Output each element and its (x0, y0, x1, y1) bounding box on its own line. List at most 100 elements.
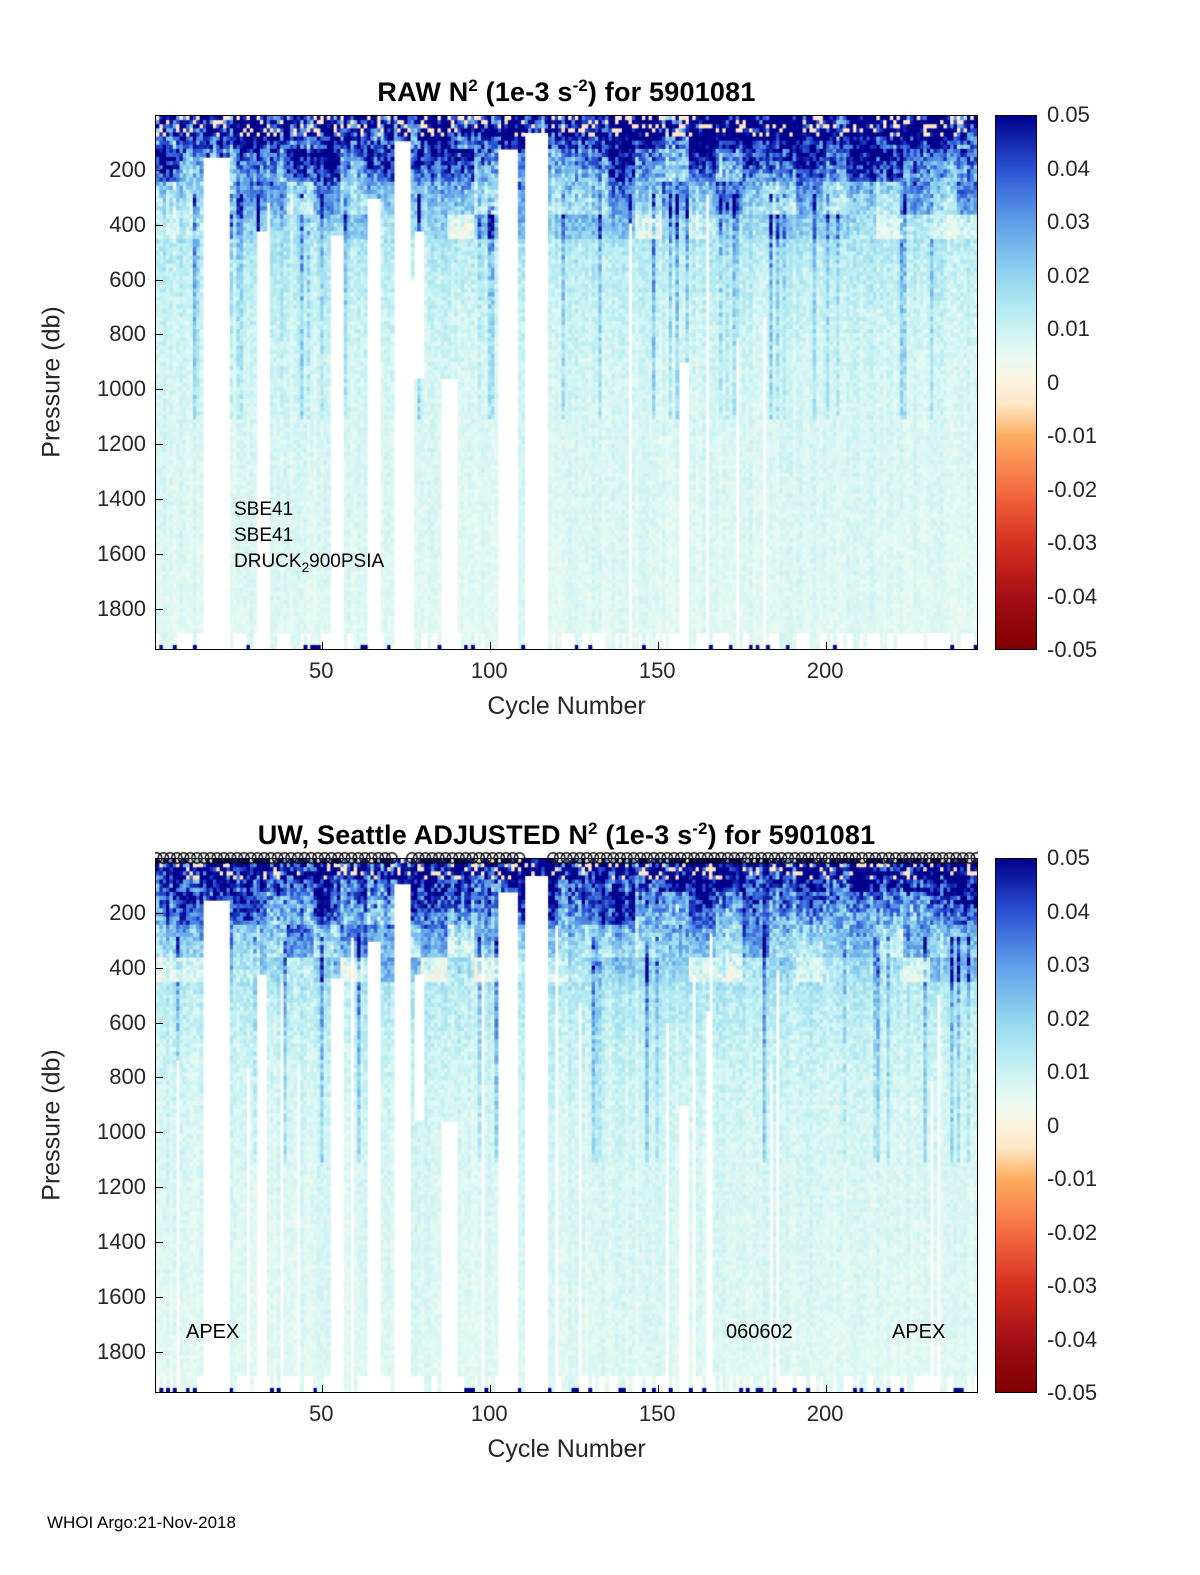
tick-label: 800 (109, 321, 146, 347)
tick-label: 800 (109, 1064, 146, 1090)
annotation-text: DRUCK (234, 551, 302, 572)
tick-label: -0.01 (1047, 1166, 1098, 1191)
tick-label: 1000 (97, 376, 146, 402)
tick-mark (156, 608, 163, 610)
tick-label: 200 (806, 658, 844, 683)
tick-label: -0.05 (1047, 1380, 1098, 1405)
tick-label: 0.02 (1047, 1005, 1090, 1031)
panel-title-adjusted: UW, Seattle ADJUSTED N2 (1e-3 s-2) for 5… (125, 819, 1008, 851)
annotation-sensor-2: SBE41 (234, 525, 294, 546)
tick-label: 1000 (97, 1119, 146, 1145)
heatmap-canvas-raw (156, 116, 977, 649)
tick-label: 600 (109, 266, 146, 292)
tick-label: 200 (109, 899, 146, 925)
annotation-float-type-right: APEX (892, 1321, 946, 1343)
footer-caption: WHOI Argo:21-Nov-2018 (47, 1513, 236, 1532)
tick-label: 100 (470, 658, 508, 683)
title-text: ) for 5901081 (707, 820, 876, 850)
tick-mark (156, 279, 163, 281)
tick-label: -0.02 (1047, 476, 1098, 502)
y-axis-ticks-raw: 200 400 600 800 1000 1200 1400 1600 1800 (58, 115, 146, 650)
title-text: UW, Seattle ADJUSTED N (257, 820, 589, 850)
tick-mark (826, 642, 828, 649)
tick-mark (490, 642, 492, 649)
title-superscript: 2 (468, 76, 478, 95)
panel-title-raw: RAW N2 (1e-3 s-2) for 5901081 (155, 76, 978, 108)
tick-label: 100 (470, 1401, 508, 1426)
tick-mark (826, 1385, 828, 1392)
colorbar-ticks-adjusted: 0.05 0.04 0.03 0.02 0.01 0 -0.01 -0.02 -0.03 -0.0… (1047, 845, 1127, 1405)
x-axis-ticks-raw: 50 100 150 200 (155, 658, 978, 686)
colorbar-adjusted (995, 858, 1037, 1393)
tick-label: 0.04 (1047, 155, 1090, 181)
cycle-markers (155, 849, 978, 867)
tick-label: 1600 (97, 540, 146, 566)
tick-mark (156, 1132, 163, 1134)
title-text: (1e-3 s (597, 820, 693, 850)
tick-mark (156, 444, 163, 446)
title-text: (1e-3 s (477, 77, 573, 107)
tick-mark (156, 389, 163, 391)
tick-label: 0 (1047, 369, 1060, 395)
tick-mark (156, 169, 163, 171)
x-axis-ticks-adjusted: 50 100 150 200 (155, 1401, 978, 1429)
tick-label: 0.04 (1047, 898, 1090, 924)
tick-label: -0.05 (1047, 637, 1098, 662)
tick-mark (156, 1077, 163, 1079)
tick-label: 0.05 (1047, 102, 1090, 127)
tick-label: 1400 (97, 486, 146, 512)
tick-label: 0.01 (1047, 316, 1090, 341)
tick-mark (490, 1385, 492, 1392)
title-superscript: -2 (572, 76, 588, 95)
tick-label: 1800 (97, 1338, 146, 1364)
tick-label: -0.04 (1047, 583, 1098, 609)
tick-label: 1400 (97, 1229, 146, 1255)
colorbar-ticks-raw: 0.05 0.04 0.03 0.02 0.01 0 -0.01 -0.02 -0.03 -0.0… (1047, 102, 1127, 662)
tick-mark (156, 499, 163, 501)
title-superscript: -2 (692, 819, 708, 838)
tick-label: -0.03 (1047, 530, 1098, 555)
tick-label: -0.02 (1047, 1219, 1098, 1245)
tick-mark (156, 967, 163, 969)
tick-label: 1200 (97, 431, 146, 457)
tick-mark (658, 1385, 660, 1392)
title-superscript: 2 (588, 819, 598, 838)
tick-mark (156, 1296, 163, 1298)
tick-label: 1200 (97, 1174, 146, 1200)
tick-label: 150 (638, 658, 676, 683)
tick-label: 0.05 (1047, 845, 1090, 870)
tick-mark (156, 1351, 163, 1353)
tick-label: -0.01 (1047, 423, 1098, 448)
x-axis-title-raw: Cycle Number (487, 692, 646, 720)
heatmap-canvas-adjusted (156, 859, 977, 1392)
tick-label: 0.01 (1047, 1059, 1090, 1084)
tick-label: 200 (109, 156, 146, 182)
tick-label: 1600 (97, 1283, 146, 1309)
tick-mark (156, 1022, 163, 1024)
tick-mark (156, 553, 163, 555)
title-text: ) for 5901081 (587, 77, 756, 107)
tick-label: 1800 (97, 595, 146, 621)
annotation-subscript: 2 (301, 559, 310, 575)
tick-label: 0.02 (1047, 262, 1090, 288)
heatmap-raw: SBE41 SBE41 DRUCK2900PSIA (155, 115, 978, 650)
x-axis-title-adjusted: Cycle Number (487, 1435, 646, 1463)
tick-mark (156, 334, 163, 336)
tick-label: 50 (309, 1401, 334, 1426)
tick-label: 0 (1047, 1112, 1060, 1138)
tick-label: 600 (109, 1009, 146, 1035)
tick-label: 0.03 (1047, 209, 1090, 234)
annotation-sensor-1: SBE41 (234, 499, 294, 520)
colorbar-raw (995, 115, 1037, 650)
tick-label: 400 (109, 211, 146, 237)
tick-mark (156, 912, 163, 914)
title-text: RAW N (377, 77, 469, 107)
annotation-sensor-3: DRUCK2900PSIA (234, 551, 384, 575)
annotation-float-type-left: APEX (186, 1321, 240, 1343)
tick-label: 50 (309, 658, 334, 683)
y-axis-ticks-adjusted: 200 400 600 800 1000 1200 1400 1600 1800 (58, 858, 146, 1393)
tick-mark (156, 1187, 163, 1189)
tick-label: 150 (638, 1401, 676, 1426)
tick-mark (156, 224, 163, 226)
tick-label: -0.03 (1047, 1273, 1098, 1298)
